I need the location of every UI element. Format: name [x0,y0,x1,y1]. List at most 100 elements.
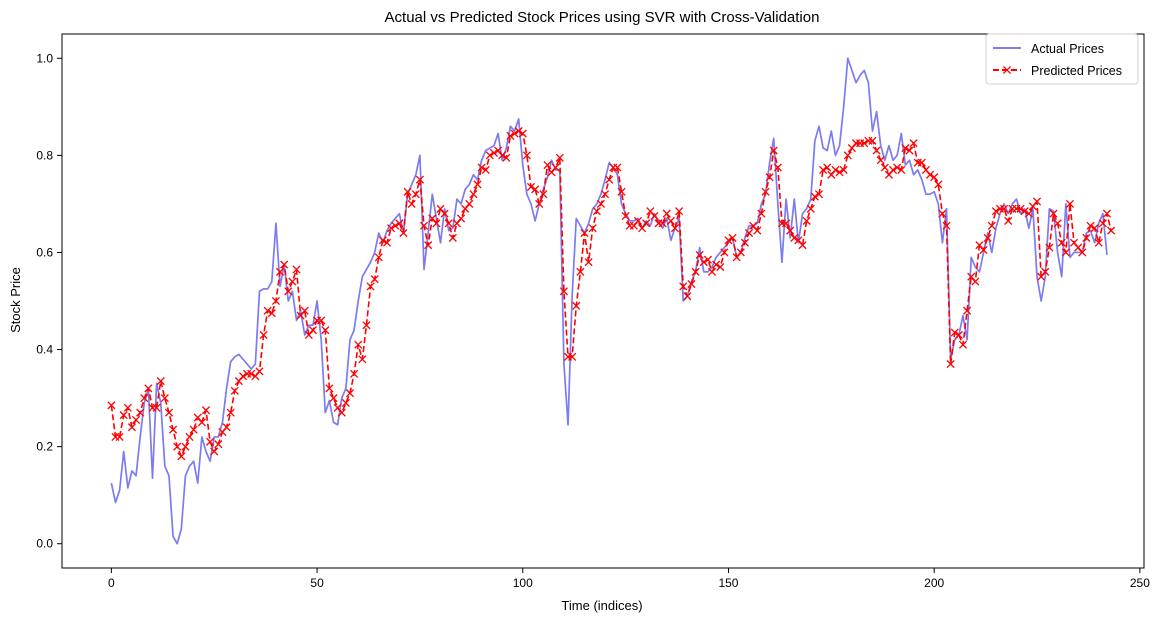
predicted-point [317,316,326,325]
predicted-point [790,233,799,242]
plot-area [61,33,1145,569]
predicted-point [502,153,511,162]
y-axis-label: Stock Price [8,267,23,333]
predicted-point [144,384,153,393]
predicted-point [601,190,610,199]
predicted-point [773,163,782,172]
predicted-point [551,163,560,172]
predicted-point [160,394,169,403]
predicted-point [930,173,939,182]
predicted-point [926,170,935,179]
predicted-point [238,372,248,381]
predicted-point [1016,204,1025,213]
predicted-point [498,151,507,160]
chart-title: Actual vs Predicted Stock Prices using S… [385,9,820,26]
predicted-point [724,236,733,245]
predicted-point [819,165,828,174]
predicted-point [831,165,840,174]
predicted-point [1045,243,1054,252]
predicted-point [259,330,268,340]
predicted-point [350,369,359,378]
predicted-point [934,180,943,189]
actual-prices-line [110,57,1108,545]
x-tick-label: 200 [924,576,944,590]
predicted-point [1065,199,1075,208]
predicted-point [650,211,659,221]
predicted-point [720,248,729,257]
predicted-point [247,369,256,378]
axes-frame [61,33,1145,569]
predicted-point [584,258,593,267]
predicted-point [411,190,420,199]
predicted-point [1090,224,1099,233]
predicted-point [514,127,523,136]
predicted-point [954,330,963,340]
predicted-point [703,255,712,264]
predicted-point [617,187,626,196]
predicted-point [1102,209,1112,218]
predicted-point [1078,248,1087,257]
predicted-point [675,207,684,216]
y-tick-label: 0.6 [36,245,53,259]
predicted-point [263,306,272,315]
predicted-point [559,287,568,296]
predicted-point [477,163,486,172]
legend-x-marker [1002,65,1012,75]
predicted-point [292,265,301,274]
predicted-point [695,250,704,259]
predicted-point [712,260,721,269]
predicted-point [1049,209,1058,218]
predicted-point [580,228,589,238]
predicted-point [374,253,383,262]
predicted-point [1004,216,1013,225]
predicted-point [345,389,355,398]
predicted-point [1082,233,1091,242]
predicted-point [370,275,379,284]
predicted-point [535,199,544,208]
predicted-point [485,151,494,160]
predicted-point [679,282,688,291]
predicted-point [518,129,527,138]
y-tick-label: 0.4 [36,343,53,357]
x-tick-label: 50 [310,576,324,590]
predicted-point [152,403,161,412]
legend-marker-predicted [1002,65,1012,75]
predicted-point [613,163,622,172]
predicted-point [596,199,605,208]
predicted-point [769,146,778,155]
predicted-point [991,207,1000,216]
predicted-point [136,408,145,417]
predicted-point [510,129,519,138]
predicted-point [728,233,737,242]
predicted-point [329,394,338,403]
predicted-point [893,163,902,172]
predicted-point [354,340,363,349]
predicted-point [810,192,819,201]
predicted-point [189,425,198,434]
predicted-point [716,262,725,272]
predicted-point [522,151,531,160]
predicted-point [880,163,889,172]
predicted-point [823,163,832,172]
predicted-point [1098,219,1107,228]
predicted-point [1053,219,1062,228]
predicted-point [230,386,239,395]
predicted-point [378,236,387,245]
predicted-point [576,267,585,276]
predicted-point [963,306,972,315]
predicted-point [1032,197,1042,206]
predicted-point [123,403,132,412]
predicted-point [481,165,490,174]
predicted-point [868,136,877,145]
predicted-point [605,175,614,184]
predicted-point [888,165,898,174]
predicted-point [905,146,914,155]
predicted-point [210,447,219,456]
predicted-point [901,144,910,153]
x-tick-label: 0 [108,576,115,590]
predicted-point [156,377,165,386]
predicted-point [744,228,754,238]
predicted-point [691,267,700,276]
predicted-point [321,326,330,335]
predicted-point [415,175,424,184]
